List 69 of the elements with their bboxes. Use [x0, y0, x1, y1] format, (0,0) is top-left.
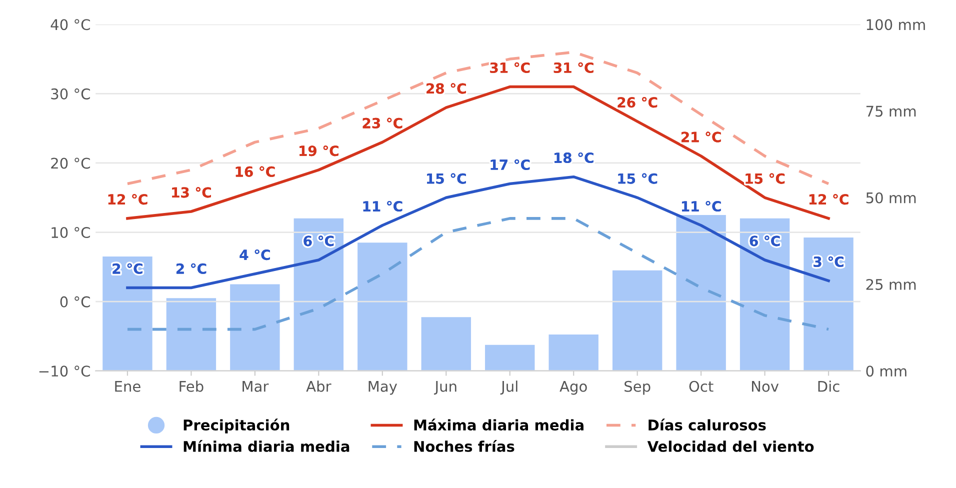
data-label: 28 °C: [426, 83, 466, 94]
data-label: 21 °C: [682, 132, 721, 142]
y2-tick-label: 50 mm: [866, 192, 916, 204]
x-tick-label: Ago: [560, 381, 587, 395]
y2-tick-label: 25 mm: [866, 278, 916, 290]
data-label: 17 °C: [490, 159, 530, 170]
line-series: [126, 175, 830, 290]
x-tick-label: Abr: [306, 380, 332, 392]
bar: [230, 284, 280, 371]
data-label: 6 °C: [750, 236, 780, 246]
data-label: 12 °C: [809, 194, 848, 205]
data-label: 19 °C: [300, 146, 338, 156]
bar: [612, 270, 662, 371]
line-series: [126, 85, 830, 220]
data-label: 15 °C: [746, 173, 785, 184]
bar: [166, 298, 216, 371]
data-label: 12 °C: [108, 194, 148, 205]
legend-label: Noches frías: [414, 440, 514, 452]
bar: [358, 242, 408, 371]
y2-tick-label: 100 mm: [866, 19, 925, 30]
x-tick-label: Sep: [624, 380, 650, 395]
data-label: 31 °C: [554, 62, 594, 73]
line-series: [126, 50, 830, 186]
data-label: 15 °C: [618, 173, 658, 184]
data-label: 2 °C: [112, 263, 142, 274]
x-tick-label: May: [368, 381, 398, 395]
bar: [740, 218, 790, 371]
x-tick-label: Mar: [242, 381, 269, 392]
y-tick-label: 10 °C: [52, 227, 90, 238]
y-tick-label: 0 °C: [60, 296, 90, 308]
x-tick-label: Feb: [180, 380, 204, 392]
y-tick-label: −10 °C: [39, 366, 90, 377]
data-label: 15 °C: [427, 173, 466, 184]
legend-label: Mínima diaria media: [184, 440, 350, 452]
bar: [102, 256, 152, 371]
data-label: 31 °C: [490, 62, 530, 73]
bar: [421, 317, 471, 371]
data-label: 23 °C: [362, 118, 402, 128]
bar: [294, 218, 344, 371]
data-label: 2 °C: [176, 263, 206, 274]
data-label: 6 °C: [304, 236, 334, 246]
bar: [676, 214, 726, 371]
legend-label: Máxima diaria media: [414, 418, 584, 431]
data-label: 18 °C: [554, 152, 594, 164]
bar: [804, 237, 854, 371]
x-tick-label: Jun: [434, 381, 456, 395]
legend-label: Velocidad del viento: [647, 440, 814, 452]
y2-tick-label: 75 mm: [866, 106, 916, 117]
data-label: 11 °C: [682, 200, 721, 212]
data-label: 11 °C: [363, 200, 402, 212]
legend-label: Días calurosos: [648, 418, 766, 431]
x-tick-label: Oct: [689, 380, 714, 392]
legend-label: Precipitación: [184, 418, 290, 434]
data-label: 13 °C: [172, 187, 211, 198]
y-tick-label: 40 °C: [50, 19, 90, 30]
y-tick-label: 30 °C: [51, 88, 90, 100]
data-label: 16 °C: [236, 166, 275, 177]
line-series: [126, 217, 830, 331]
data-label: 4 °C: [240, 249, 270, 260]
bar: [548, 334, 598, 371]
x-tick-label: Ene: [115, 381, 140, 392]
data-label: 3 °C: [814, 256, 844, 267]
x-tick-label: Jul: [500, 380, 518, 395]
y-tick-label: 20 °C: [51, 158, 90, 169]
y2-tick-label: 0 mm: [866, 366, 906, 377]
bar: [485, 344, 535, 371]
data-label: 26 °C: [618, 97, 658, 108]
x-tick-label: Dic: [818, 380, 840, 392]
x-tick-label: Nov: [752, 381, 779, 392]
